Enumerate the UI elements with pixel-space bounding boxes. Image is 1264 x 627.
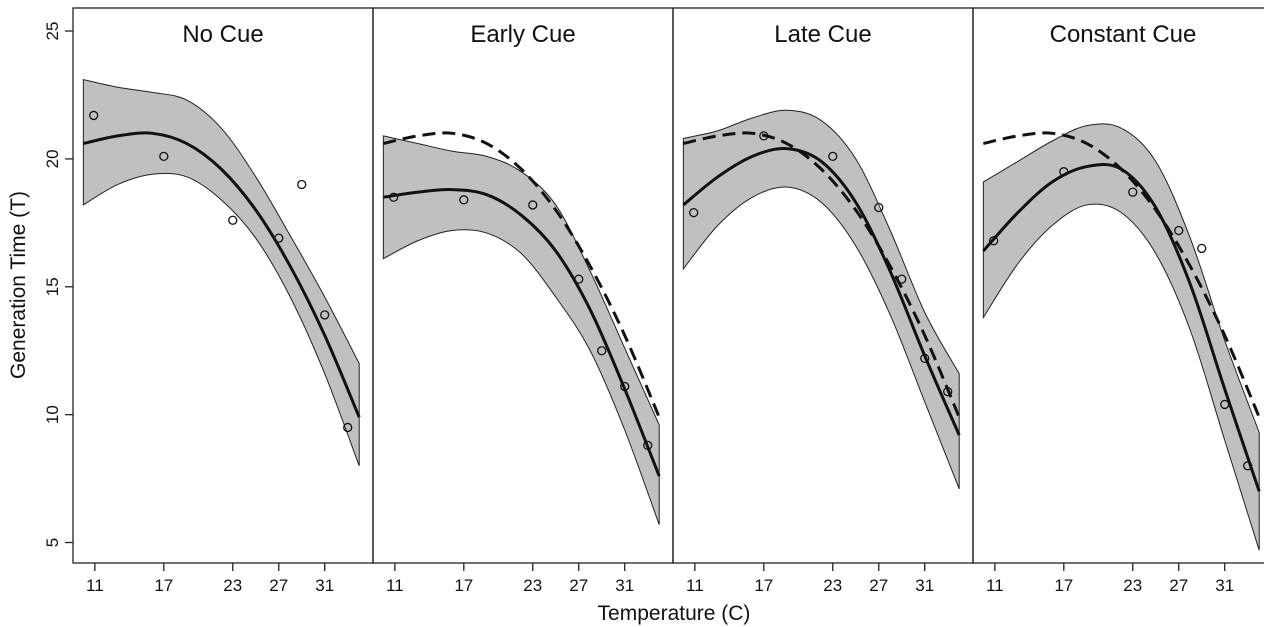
x-tick-label: 31 xyxy=(915,576,934,595)
data-point xyxy=(1059,167,1069,177)
y-tick-label: 5 xyxy=(43,538,62,547)
confidence-band xyxy=(82,78,360,466)
data-point xyxy=(159,151,169,161)
reference-curve xyxy=(383,131,661,418)
x-tick-label: 27 xyxy=(869,576,888,595)
confidence-band xyxy=(982,123,1260,551)
data-point xyxy=(1174,225,1184,236)
y-axis: 5 10 15 20 25 xyxy=(43,22,73,547)
fitted-curve xyxy=(982,162,1261,492)
x-tick-label: 23 xyxy=(1123,576,1142,595)
x-tick-label: 23 xyxy=(223,576,242,595)
data-point xyxy=(1220,399,1230,410)
x-tick-label: 17 xyxy=(454,576,473,595)
panel-1: No Cue 11 17 23 27 31 xyxy=(72,7,374,595)
x-tick-label: 23 xyxy=(523,576,542,595)
panel-4: Constant Cue 11 17 23 27 31 xyxy=(972,7,1264,595)
x-tick-label: 31 xyxy=(615,576,634,595)
data-point xyxy=(1128,187,1138,197)
data-point xyxy=(459,195,469,205)
data-point xyxy=(597,346,607,356)
data-point xyxy=(759,131,769,141)
x-tick-label: 27 xyxy=(569,576,588,595)
data-point xyxy=(389,192,399,202)
x-tick-label: 11 xyxy=(386,576,404,595)
y-tick-label: 25 xyxy=(43,22,62,41)
panel-title: Constant Cue xyxy=(1050,21,1197,48)
data-point xyxy=(228,215,238,225)
x-tick-label: 11 xyxy=(686,576,704,595)
y-axis-title: Generation Time (T) xyxy=(7,191,30,379)
data-point xyxy=(897,274,907,284)
fitted-curve xyxy=(682,147,961,436)
x-tick-label: 17 xyxy=(754,576,773,595)
x-tick-label: 11 xyxy=(986,576,1004,595)
data-point xyxy=(943,386,953,397)
data-point xyxy=(643,440,653,451)
data-point xyxy=(343,422,353,433)
x-tick-label: 27 xyxy=(269,576,288,595)
panel-frame xyxy=(372,7,674,564)
fitted-curve xyxy=(383,188,661,477)
panel-frame xyxy=(672,7,974,564)
data-point xyxy=(297,179,307,190)
x-tick-label: 17 xyxy=(1054,576,1073,595)
y-tick-label: 20 xyxy=(43,149,62,168)
x-tick-label: 23 xyxy=(823,576,842,595)
confidence-band xyxy=(682,109,960,490)
x-tick-label: 11 xyxy=(86,576,104,595)
data-point xyxy=(528,200,538,210)
data-point xyxy=(989,236,999,246)
confidence-band xyxy=(382,135,660,525)
data-point xyxy=(89,110,99,121)
x-tick-label: 17 xyxy=(154,576,173,595)
y-tick-label: 15 xyxy=(43,277,62,296)
data-point xyxy=(1197,243,1207,254)
reference-curve xyxy=(983,131,1261,418)
fitted-curve xyxy=(83,131,361,418)
data-point xyxy=(874,202,884,213)
data-point xyxy=(320,310,330,320)
data-point xyxy=(620,381,630,392)
data-point xyxy=(1243,461,1253,471)
reference-curve xyxy=(683,131,961,418)
panel-2: Early Cue 11 17 23 27 31 xyxy=(372,7,674,595)
data-point xyxy=(828,151,838,161)
panel-frame xyxy=(972,7,1264,564)
x-tick-label: 31 xyxy=(1215,576,1234,595)
data-point xyxy=(689,207,699,218)
panel-title: Late Cue xyxy=(774,21,871,48)
data-point xyxy=(274,233,284,243)
data-point xyxy=(920,353,930,364)
data-point xyxy=(574,274,584,284)
panel-title: No Cue xyxy=(182,21,263,48)
panel-title: Early Cue xyxy=(470,21,575,48)
panel-3: Late Cue 11 17 23 27 31 xyxy=(672,7,974,595)
y-tick-label: 10 xyxy=(43,405,62,424)
x-tick-label: 27 xyxy=(1169,576,1188,595)
x-axis-title: Temperature (C) xyxy=(598,602,751,625)
x-tick-label: 31 xyxy=(315,576,334,595)
